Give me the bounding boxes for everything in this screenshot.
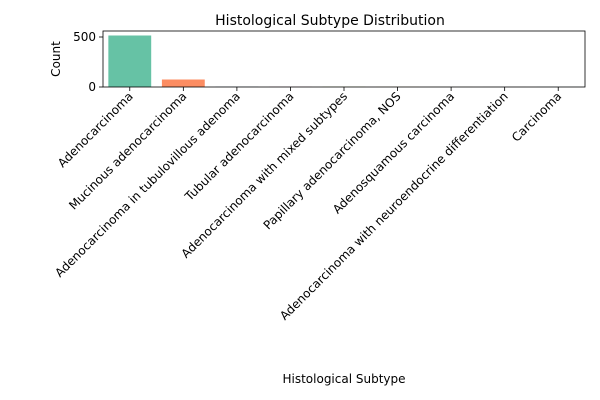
x-axis-label: Histological Subtype — [282, 372, 405, 386]
bar-1 — [108, 35, 152, 87]
x-tick-label: Adenocarcinoma in tubulovillous adenoma — [52, 89, 243, 280]
bars-group — [108, 35, 580, 87]
y-tick-label: 0 — [88, 80, 96, 94]
y-axis: 0 500 — [73, 30, 103, 94]
y-tick-label: 500 — [73, 30, 96, 44]
x-tick-label: Carcinoma — [509, 89, 564, 144]
chart-title: Histological Subtype Distribution — [215, 13, 445, 29]
plot-frame — [102, 30, 586, 88]
bar-2 — [161, 79, 205, 87]
x-tick-label: Tubular adenocarcinoma — [182, 89, 297, 204]
y-axis-label: Count — [49, 41, 63, 77]
